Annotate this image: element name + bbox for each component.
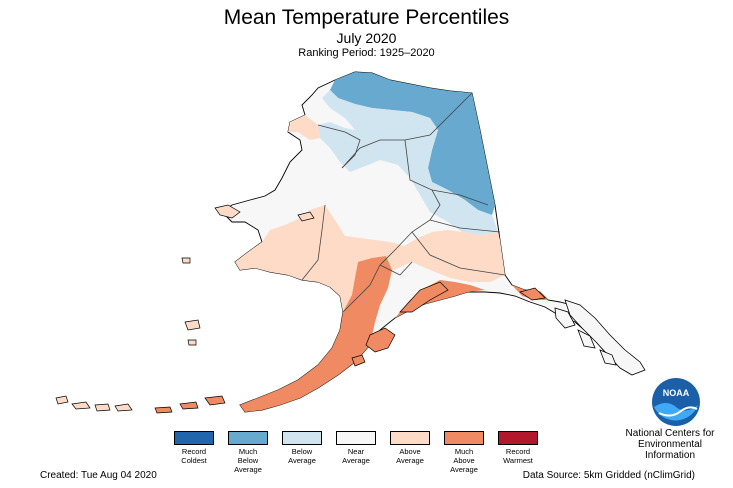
region-above-northwest bbox=[288, 115, 320, 140]
legend-label: Record Coldest bbox=[181, 447, 207, 465]
region-much-below-north bbox=[330, 72, 495, 215]
legend-item-much-below: Much Below Average bbox=[224, 431, 272, 474]
division-lines bbox=[301, 92, 506, 313]
legend-swatch bbox=[228, 431, 268, 445]
legend: Record Coldest Much Below Average Below … bbox=[170, 431, 540, 477]
created-date: Created: Tue Aug 04 2020 bbox=[40, 470, 157, 481]
legend-label: Below Average bbox=[288, 447, 316, 465]
legend-item-record-warmest: Record Warmest bbox=[494, 431, 542, 465]
legend-item-below: Below Average bbox=[278, 431, 326, 465]
legend-swatch bbox=[174, 431, 214, 445]
noaa-logo-icon: NOAA bbox=[652, 378, 700, 426]
map-subtitle: July 2020 bbox=[336, 30, 397, 46]
legend-label: Record Warmest bbox=[503, 447, 533, 465]
legend-label: Much Below Average bbox=[234, 447, 262, 474]
legend-label: Near Average bbox=[342, 447, 370, 465]
legend-swatch bbox=[390, 431, 430, 445]
islands-warm bbox=[154, 281, 546, 414]
legend-item-record-coldest: Record Coldest bbox=[170, 431, 218, 465]
legend-item-much-above: Much Above Average bbox=[440, 431, 488, 474]
legend-label: Above Average bbox=[396, 447, 424, 465]
legend-swatch bbox=[498, 431, 538, 445]
legend-swatch bbox=[282, 431, 322, 445]
region-much-above-kenai bbox=[395, 280, 485, 318]
ncei-label: National Centers for Environmental Infor… bbox=[625, 428, 715, 461]
legend-item-near: Near Average bbox=[332, 431, 380, 465]
map-title: Mean Temperature Percentiles bbox=[223, 6, 510, 29]
ranking-period: Ranking Period: 1925–2020 bbox=[298, 47, 435, 59]
legend-item-above: Above Average bbox=[386, 431, 434, 465]
noaa-logo-text: NOAA bbox=[663, 388, 690, 398]
islands bbox=[55, 204, 315, 412]
legend-swatch bbox=[336, 431, 376, 445]
legend-label: Much Above Average bbox=[450, 447, 478, 474]
region-much-above-peninsula bbox=[240, 256, 392, 412]
southeast-panhandle bbox=[554, 299, 646, 376]
data-source: Data Source: 5km Gridded (nClimGrid) bbox=[522, 470, 695, 481]
legend-swatch bbox=[444, 431, 484, 445]
region-above-average bbox=[235, 205, 505, 312]
